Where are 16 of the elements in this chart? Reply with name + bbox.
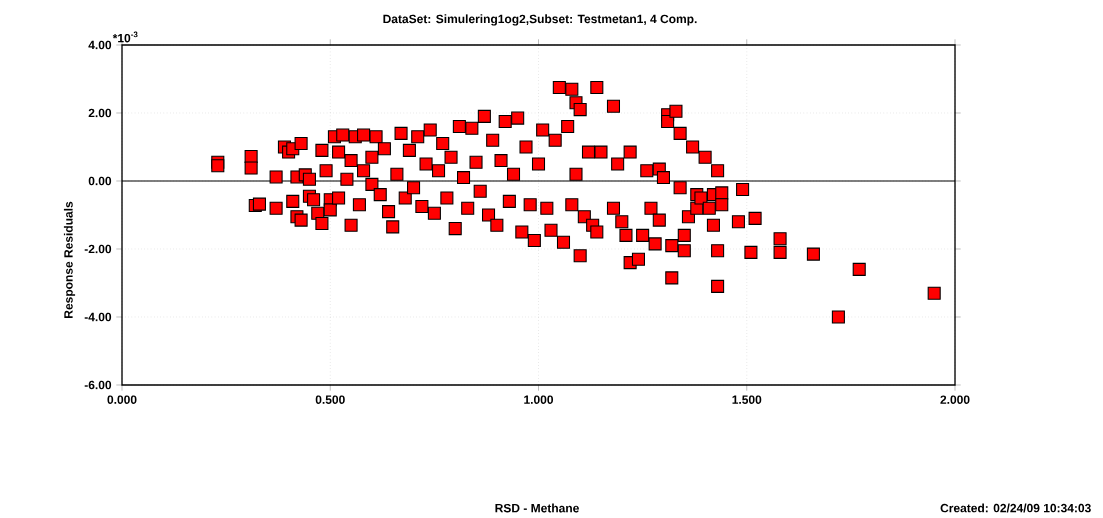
y-tick-label: 4.00 [88, 40, 112, 50]
x-tick-label: 0.500 [315, 395, 345, 404]
y-axis-title: Response Residuals [63, 201, 76, 318]
x-tick-label: 1.500 [732, 395, 762, 404]
x-tick-label: 1.000 [524, 395, 554, 404]
y-tick-label: -6.00 [84, 380, 112, 390]
text: *10$^{-3}$ [112, 31, 138, 43]
y-tick-label: -2.00 [84, 244, 112, 254]
y-tick-label: 0.00 [88, 176, 112, 186]
chart-title: DataSet: Simulering1og2,Subset: Testmetan1, 4 Comp. [383, 14, 697, 26]
text: RSD - Methane [495, 503, 579, 513]
x-tick-label: 2.000 [940, 395, 970, 404]
x-tick-label: 0.000 [107, 395, 137, 404]
y-tick-label: -4.00 [84, 312, 112, 322]
y-tick-label: 2.00 [88, 108, 112, 118]
text: Created: 02/24/09 10:34:03 [940, 503, 1091, 513]
